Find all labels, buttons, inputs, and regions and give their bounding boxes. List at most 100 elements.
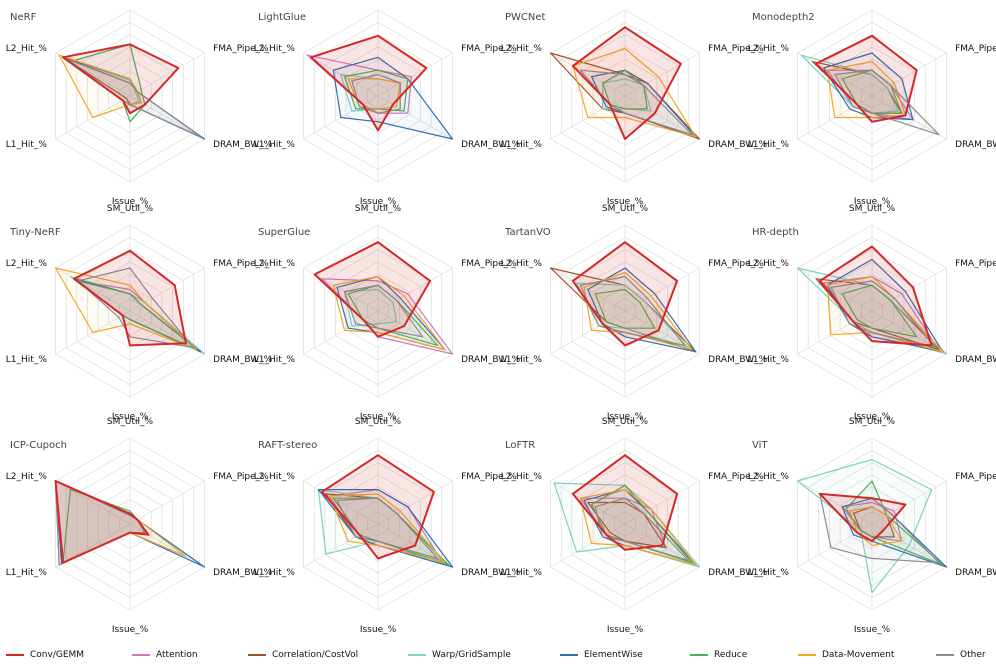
legend: Conv/GEMM Attention Correlation/CostVol … xyxy=(0,646,996,670)
series-polygon xyxy=(54,267,198,351)
legend-swatch xyxy=(132,654,150,656)
axis-label: SM_Util_% xyxy=(107,204,154,214)
series-polygon xyxy=(343,284,424,338)
panel-title: SuperGlue xyxy=(258,227,310,238)
axis-label: Issue_% xyxy=(854,197,891,207)
legend-label: Data-Movement xyxy=(822,650,895,660)
axis-label: L1_Hit_% xyxy=(501,355,543,365)
grid-spoke xyxy=(55,480,131,525)
grid-spoke xyxy=(129,480,205,525)
axis-label: Issue_% xyxy=(607,197,644,207)
axis-label: L2_Hit_% xyxy=(501,472,543,482)
axis-label: FMA_Pipe_% xyxy=(708,472,764,482)
axis-label: Issue_% xyxy=(854,625,891,635)
axis-label: FMA_Pipe_% xyxy=(955,472,996,482)
axis-label: L1_Hit_% xyxy=(748,568,790,578)
legend-item-correlation: Correlation/CostVol xyxy=(248,650,358,660)
grid-spoke xyxy=(550,310,626,355)
legend-label: Conv/GEMM xyxy=(30,650,85,660)
axis-label: L2_Hit_% xyxy=(6,44,48,54)
axis-label: Issue_% xyxy=(607,412,644,422)
series-polygon xyxy=(594,288,656,329)
series-polygon xyxy=(815,34,918,123)
axis-label: L2_Hit_% xyxy=(501,259,543,269)
axis-label: L1_Hit_% xyxy=(254,355,296,365)
axis-label: DRAM_BW_% xyxy=(213,355,272,365)
series-polygon xyxy=(579,489,697,566)
panel-title: PWCNet xyxy=(505,12,546,23)
series-polygon xyxy=(841,284,918,338)
axis-label: FMA_Pipe_% xyxy=(955,259,996,269)
radar-panel: SM_Util_%FMA_Pipe_%DRAM_BW_%Issue_%L1_Hi… xyxy=(748,9,996,207)
axis-label: L1_Hit_% xyxy=(6,568,48,578)
axis-label: FMA_Pipe_% xyxy=(708,259,764,269)
grid-spoke xyxy=(797,310,873,355)
legend-label: ElementWise xyxy=(584,650,643,660)
legend-label: Reduce xyxy=(714,650,748,660)
legend-swatch xyxy=(798,654,816,656)
grid-spoke xyxy=(129,52,205,97)
axis-label: DRAM_BW_% xyxy=(461,355,520,365)
series-polygon xyxy=(587,267,697,353)
series-polygon xyxy=(834,69,940,136)
panel-title: RAFT-stereo xyxy=(258,440,317,451)
radar-panel: SM_Util_%FMA_Pipe_%DRAM_BW_%Issue_%L1_Hi… xyxy=(501,204,768,422)
axis-label: DRAM_BW_% xyxy=(955,140,996,150)
axis-label: L1_Hit_% xyxy=(501,140,543,150)
legend-item-data-movement: Data-Movement xyxy=(798,650,894,660)
legend-label: Attention xyxy=(156,650,198,660)
radar-panel: SM_Util_%FMA_Pipe_%DRAM_BW_%Issue_%L1_Hi… xyxy=(501,417,768,635)
series-polygon xyxy=(54,480,150,564)
axis-label: Issue_% xyxy=(360,625,397,635)
grid-spoke xyxy=(624,95,700,140)
series-polygon xyxy=(571,454,679,551)
axis-label: Issue_% xyxy=(112,625,149,635)
panel-title: Tiny-NeRF xyxy=(9,227,61,238)
grid-spoke xyxy=(871,480,947,525)
legend-label: Correlation/CostVol xyxy=(272,650,359,660)
panel-title: TartanVO xyxy=(504,227,551,238)
grid-spoke xyxy=(624,480,700,525)
series-polygon xyxy=(62,43,180,115)
panel-title: Monodepth2 xyxy=(752,12,815,23)
axis-label: DRAM_BW_% xyxy=(955,355,996,365)
grid-spoke xyxy=(303,523,379,568)
series-polygon xyxy=(321,454,435,560)
grid-spoke xyxy=(377,480,453,525)
axis-label: Issue_% xyxy=(360,412,397,422)
legend-swatch xyxy=(690,654,708,656)
legend-item-elementwise: ElementWise xyxy=(560,650,643,660)
axis-label: L2_Hit_% xyxy=(254,472,296,482)
axis-label: SM_Util_% xyxy=(849,204,896,214)
grid-spoke xyxy=(303,480,379,525)
axis-label: SM_Util_% xyxy=(355,204,402,214)
panel-title: HR-depth xyxy=(752,227,799,238)
axis-label: SM_Util_% xyxy=(602,417,649,427)
legend-item-attention: Attention xyxy=(132,650,198,660)
grid-spoke xyxy=(871,267,947,312)
axis-label: DRAM_BW_% xyxy=(708,568,767,578)
grid-spoke xyxy=(377,95,453,140)
radar-panel: SM_Util_%FMA_Pipe_%DRAM_BW_%Issue_%L1_Hi… xyxy=(748,417,996,635)
axis-label: FMA_Pipe_% xyxy=(461,259,517,269)
series-polygon xyxy=(826,60,907,119)
axis-label: DRAM_BW_% xyxy=(955,568,996,578)
axis-label: FMA_Pipe_% xyxy=(213,259,269,269)
panel-title: NeRF xyxy=(10,12,37,23)
grid-spoke xyxy=(871,52,947,97)
axis-label: L2_Hit_% xyxy=(501,44,543,54)
axis-label: DRAM_BW_% xyxy=(708,140,767,150)
grid-spoke xyxy=(55,267,131,312)
axis-label: L1_Hit_% xyxy=(254,568,296,578)
legend-swatch xyxy=(6,654,24,656)
legend-item-reduce: Reduce xyxy=(690,650,747,660)
axis-label: L1_Hit_% xyxy=(6,355,48,365)
radar-panel: SM_Util_%FMA_Pipe_%DRAM_BW_%Issue_%L1_Hi… xyxy=(254,9,521,207)
radar-grid-svg: SM_Util_% FMA_Pipe_% DRAM_BW_% Issue_% L1_Hi… xyxy=(6,9,996,635)
axis-label: L1_Hit_% xyxy=(501,568,543,578)
radar-panel: SM_Util_%FMA_Pipe_%DRAM_BW_%Issue_%L1_Hi… xyxy=(254,417,521,635)
axis-label: Issue_% xyxy=(360,197,397,207)
series-polygon xyxy=(818,492,907,543)
panel-title: LoFTR xyxy=(505,440,535,451)
